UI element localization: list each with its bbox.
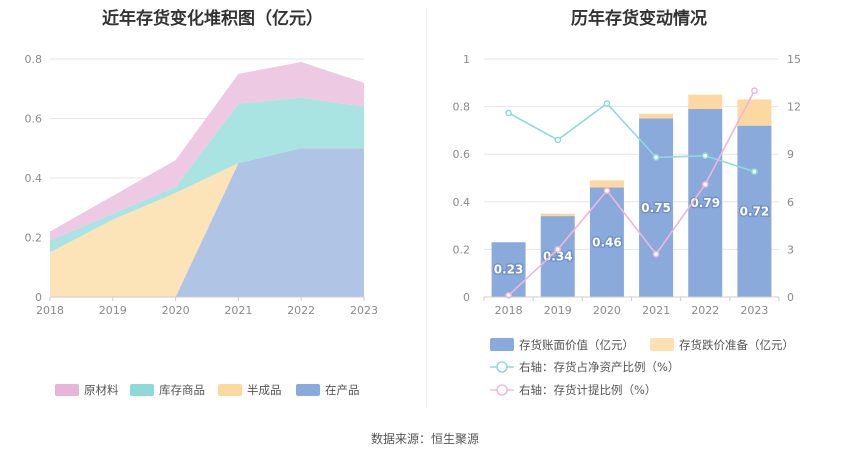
line-point <box>505 109 512 117</box>
bar-存货跌价准备（亿元） <box>589 180 624 188</box>
data-source: 数据来源：恒生聚源 <box>370 432 479 446</box>
legend-swatch <box>650 338 674 351</box>
bar-存货账面价值（亿元） <box>540 216 575 297</box>
area-在产品 <box>50 148 364 297</box>
line-point <box>701 180 709 188</box>
bar-存货账面价值（亿元） <box>639 118 674 297</box>
bar-value-label: 0.72 <box>740 204 770 218</box>
bar-value-label: 0.23 <box>494 263 524 277</box>
combo-bar-line-chart: 0 00.2 30.4 60.6 90.8 121 150.230.340.460.75 0.… <box>453 53 802 397</box>
y-tick-label: 0.2 <box>453 243 471 256</box>
x-tick-label: 2019 <box>544 304 572 317</box>
legend-label: 库存商品 <box>159 383 205 397</box>
legend-label: 存货账面价值（亿元） <box>519 338 634 352</box>
bar-value-label: 0.75 <box>641 201 671 215</box>
x-tick-label: 2020 <box>162 304 190 317</box>
line-point <box>751 168 758 176</box>
y-tick-label: 0.2 <box>25 232 43 245</box>
x-tick-label: 2022 <box>287 304 315 317</box>
y2-tick-label: 6 <box>787 196 794 209</box>
y-tick-label: 0.6 <box>25 113 43 126</box>
y-tick-label: 0.8 <box>453 101 471 114</box>
legend-swatch <box>218 384 242 396</box>
x-tick-label: 2023 <box>350 304 378 317</box>
line-point <box>652 154 660 161</box>
bar-value-label: 0.46 <box>592 235 622 249</box>
legend-marker <box>496 384 508 396</box>
y-tick-label: 0.4 <box>453 196 471 209</box>
legend-label: 右轴：存货计提比例（%） <box>519 383 656 397</box>
y-tick-label: 0 <box>35 291 42 304</box>
x-tick-label: 2019 <box>99 304 127 317</box>
x-tick-label: 2018 <box>495 304 523 317</box>
y-tick-label: 0.8 <box>25 53 43 66</box>
y2-tick-label: 0 <box>787 291 794 304</box>
bar-存货账面价值（亿元） <box>737 125 772 297</box>
line-point <box>701 152 709 160</box>
legend-marker <box>496 361 508 373</box>
stacked-area-chart: 0 0.2 0.4 0.6 0.8 2018 2019 2020 2021 2022 2023 原材料… <box>25 53 379 397</box>
y-tick-label: 1 <box>463 53 470 66</box>
right-chart-title: 历年存货变动情况 <box>571 9 707 29</box>
legend-label: 右轴：存货占净资产比例（%） <box>519 360 679 374</box>
bar-value-label: 0.34 <box>543 250 573 264</box>
panel-divider <box>426 8 427 408</box>
line-point <box>603 100 611 107</box>
line-point <box>652 250 660 258</box>
line-point <box>554 246 562 253</box>
y2-tick-label: 3 <box>787 243 794 256</box>
area-半成品 <box>50 148 364 297</box>
legend-label: 半成品 <box>247 383 282 397</box>
legend-swatch <box>490 338 514 351</box>
line-point <box>603 187 611 195</box>
x-tick-label: 2020 <box>593 304 621 317</box>
legend-swatch <box>296 384 320 396</box>
x-tick-label: 2021 <box>224 304 252 317</box>
y2-tick-label: 9 <box>787 148 794 161</box>
line-右轴：存货占净资产比例（%） <box>508 102 755 173</box>
bar-value-label: 0.79 <box>690 196 720 210</box>
left-chart-panel: 近年存货变化堆积图（亿元） 0 0.2 0.4 0.6 0.8 2018 2019 2020 2… <box>0 0 425 420</box>
bar-存货账面价值（亿元） <box>491 242 526 297</box>
y-tick-label: 0.6 <box>453 148 471 161</box>
line-point <box>554 136 562 144</box>
x-tick-label: 2023 <box>740 304 768 317</box>
area-库存商品 <box>50 97 364 253</box>
legend-swatch <box>130 384 154 396</box>
bar-存货跌价准备（亿元） <box>540 213 575 217</box>
x-tick-label: 2018 <box>36 304 64 317</box>
bar-存货跌价准备（亿元） <box>639 113 674 119</box>
y2-tick-label: 12 <box>787 101 801 114</box>
left-chart-title: 近年存货变化堆积图（亿元） <box>102 9 323 29</box>
x-tick-label: 2022 <box>691 304 719 317</box>
line-point <box>751 87 758 95</box>
legend-swatch <box>55 384 79 396</box>
bar-存货账面价值（亿元） <box>688 108 723 297</box>
y-tick-label: 0.4 <box>25 172 43 185</box>
bar-存货跌价准备（亿元） <box>688 94 723 109</box>
x-tick-label: 2021 <box>642 304 670 317</box>
y2-tick-label: 15 <box>787 53 801 66</box>
area-原材料 <box>50 61 364 241</box>
right-chart-panel: 历年存货变动情况 0 0 0.2 3 0.4 6 0.6 9 0.8 12 1 15 0.23 0.34 0… <box>428 0 850 420</box>
line-右轴：存货计提比例（%） <box>508 90 756 296</box>
legend-label: 存货跌价准备（亿元） <box>679 338 794 352</box>
legend-label: 在产品 <box>325 383 360 397</box>
legend-label: 原材料 <box>84 383 119 397</box>
y-tick-label: 0 <box>463 291 470 304</box>
